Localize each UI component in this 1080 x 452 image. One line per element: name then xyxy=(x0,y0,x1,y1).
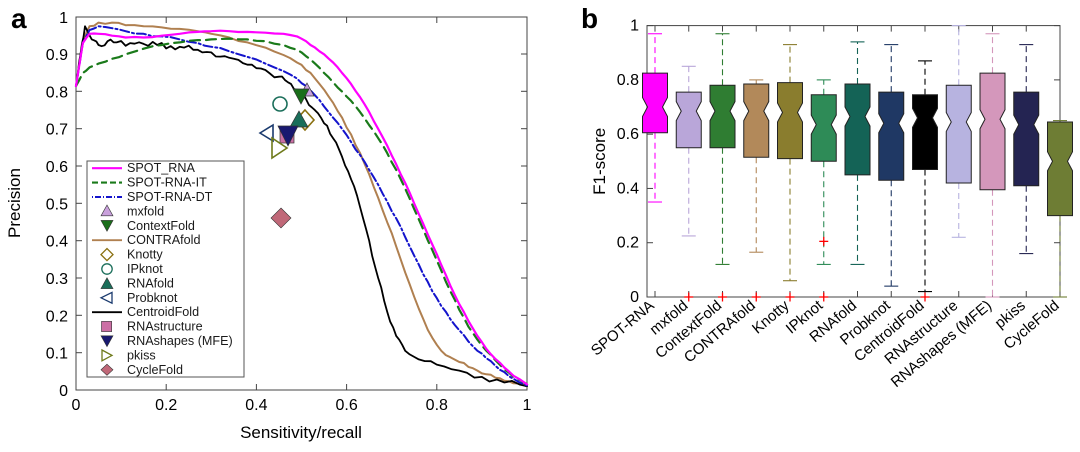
svg-text:1: 1 xyxy=(523,397,532,414)
svg-text:ContextFold: ContextFold xyxy=(127,219,195,233)
svg-text:IPknot: IPknot xyxy=(127,262,163,276)
svg-text:mxfold: mxfold xyxy=(127,204,164,218)
svg-text:0.2: 0.2 xyxy=(617,235,639,252)
svg-text:1: 1 xyxy=(59,10,68,27)
svg-text:0.8: 0.8 xyxy=(617,72,639,89)
svg-text:0: 0 xyxy=(59,383,68,400)
svg-text:SPOT_RNA: SPOT_RNA xyxy=(127,161,195,175)
svg-text:0.6: 0.6 xyxy=(617,126,639,143)
svg-text:0.9: 0.9 xyxy=(46,47,68,64)
svg-text:0.4: 0.4 xyxy=(46,234,68,251)
svg-text:RNAshapes (MFE): RNAshapes (MFE) xyxy=(127,334,233,348)
svg-text:0: 0 xyxy=(72,397,81,414)
svg-text:0.2: 0.2 xyxy=(46,308,68,325)
svg-text:Precision: Precision xyxy=(5,168,24,238)
svg-text:CycleFold: CycleFold xyxy=(127,363,183,377)
svg-text:SPOT-RNA-DT: SPOT-RNA-DT xyxy=(127,190,213,204)
svg-text:Sensitivity/recall: Sensitivity/recall xyxy=(240,423,362,442)
svg-text:pkiss: pkiss xyxy=(127,348,156,362)
svg-text:SPOT-RNA-IT: SPOT-RNA-IT xyxy=(127,176,207,190)
svg-text:RNAfold: RNAfold xyxy=(127,276,174,290)
svg-text:0.4: 0.4 xyxy=(617,180,639,197)
svg-text:0.8: 0.8 xyxy=(46,84,68,101)
svg-text:F1-score: F1-score xyxy=(590,128,609,195)
svg-text:0.5: 0.5 xyxy=(46,196,68,213)
svg-text:0.2: 0.2 xyxy=(155,397,177,414)
svg-text:Knotty: Knotty xyxy=(127,248,163,262)
svg-text:1: 1 xyxy=(630,18,639,35)
svg-text:CONTRAfold: CONTRAfold xyxy=(127,233,200,247)
svg-text:0.6: 0.6 xyxy=(335,397,357,414)
svg-text:CentroidFold: CentroidFold xyxy=(127,305,199,319)
svg-text:0.6: 0.6 xyxy=(46,159,68,176)
svg-text:Probknot: Probknot xyxy=(127,291,178,305)
svg-text:0.3: 0.3 xyxy=(46,271,68,288)
svg-text:0.4: 0.4 xyxy=(245,397,267,414)
svg-text:0.1: 0.1 xyxy=(46,346,68,363)
svg-text:b: b xyxy=(581,3,598,34)
svg-text:0.7: 0.7 xyxy=(46,122,68,139)
svg-text:RNAstructure: RNAstructure xyxy=(127,320,203,334)
svg-text:0.8: 0.8 xyxy=(426,397,448,414)
svg-text:a: a xyxy=(11,3,27,34)
